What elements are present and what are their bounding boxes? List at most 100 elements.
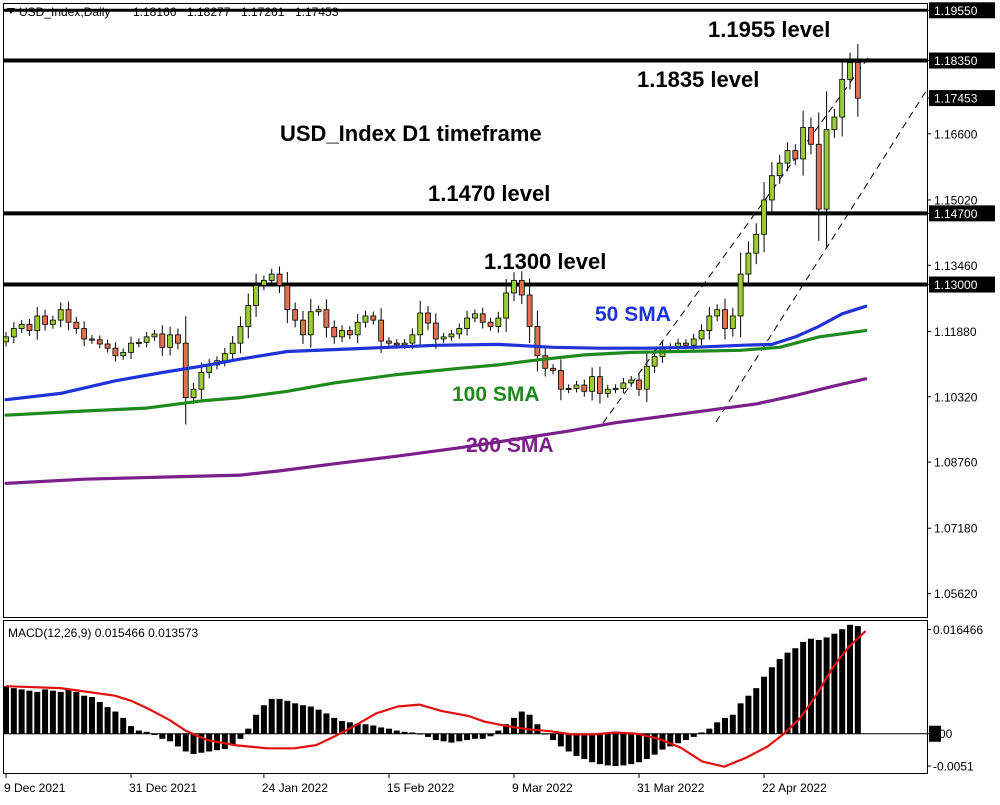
macd-histogram-bar (831, 633, 838, 734)
candle-body (784, 150, 791, 164)
candle (120, 348, 127, 360)
macd-histogram-bar (65, 689, 72, 734)
candle-body (503, 292, 510, 319)
candle (839, 59, 846, 137)
candle (737, 252, 744, 338)
macd-histogram-bar (542, 733, 549, 735)
candle (800, 110, 807, 176)
price-tick-label: 1.10320 (934, 390, 978, 404)
candle (597, 366, 603, 404)
candle (503, 279, 510, 332)
macd-histogram-bar (425, 733, 432, 737)
level-label-1-1470: 1.1470 level (428, 181, 550, 206)
candle (854, 44, 861, 117)
sma50-label: 50 SMA (595, 303, 671, 326)
candle-body (432, 322, 439, 340)
candle (49, 315, 56, 329)
macd-histogram-bar (268, 698, 275, 734)
macd-histogram-bar (57, 691, 64, 734)
macd-histogram-bar (682, 733, 689, 741)
candle-body (604, 388, 611, 394)
macd-histogram-bar (667, 733, 674, 747)
macd-histogram-bar (706, 728, 713, 734)
candle-body (573, 384, 580, 389)
candle (425, 305, 431, 331)
macd-histogram-bar (120, 717, 127, 734)
candle-body (714, 309, 721, 317)
candle (81, 321, 88, 347)
candle-body (370, 315, 377, 321)
macd-histogram-bar (784, 652, 791, 734)
candle-body (737, 273, 744, 317)
macd-histogram-bar (198, 733, 205, 753)
candle (245, 293, 252, 339)
chart-menu-arrow-icon[interactable] (7, 8, 15, 14)
macd-histogram-bar (675, 733, 682, 744)
macd-histogram-bar (135, 730, 142, 734)
macd-histogram-bar (276, 698, 283, 734)
candle-body (151, 333, 158, 338)
candle (768, 162, 775, 214)
macd-histogram-bar (596, 733, 603, 765)
macd-histogram-bar (690, 733, 697, 737)
candle-body (268, 273, 275, 281)
macd-histogram-bar (479, 733, 486, 739)
candle (128, 336, 134, 360)
macd-histogram-bar (3, 686, 9, 734)
candle-body (284, 284, 291, 311)
candle (612, 384, 619, 394)
macd-histogram-bar (854, 626, 861, 734)
candle-body (315, 309, 322, 313)
chart-symbol: USD_Index,Daily (19, 5, 110, 19)
candle-body (526, 294, 533, 327)
sma200-label: 200 SMA (466, 434, 554, 457)
candle-body (18, 323, 25, 329)
candle (831, 108, 838, 138)
macd-histogram-bar (112, 711, 119, 734)
candle (346, 326, 353, 340)
candle (18, 319, 25, 333)
macd-histogram-bar (323, 713, 330, 734)
candle-body (73, 321, 80, 329)
macd-axis: 0.016466 0.00 -0.0051 (927, 623, 983, 774)
candle-body (221, 353, 228, 362)
candle-body (362, 315, 369, 323)
macd-histogram-bar (573, 733, 580, 756)
macd-histogram-bar (518, 711, 525, 734)
macd-histogram-bar (409, 732, 416, 734)
candle (753, 223, 760, 265)
candle-body (643, 365, 650, 390)
macd-histogram-bar (753, 688, 760, 734)
candle-body (542, 355, 549, 369)
candle-body (550, 367, 556, 371)
sma50-line (4, 304, 868, 402)
macd-histogram-bar (643, 733, 650, 760)
macd-histogram-bar (636, 733, 643, 763)
macd-histogram-bar (557, 733, 564, 747)
macd-tick-label: 0.016466 (933, 623, 983, 637)
candle-body (518, 279, 525, 296)
macd-histogram-bar (456, 733, 463, 742)
macd-histogram-bar (331, 717, 338, 734)
candle-body (339, 330, 345, 338)
macd-histogram-bar (737, 703, 744, 734)
macd-histogram-bar (729, 714, 736, 734)
candle-body (706, 315, 713, 331)
candle (471, 309, 478, 323)
candle-body (581, 384, 588, 392)
candle (135, 338, 142, 348)
macd-histogram-bar (190, 733, 197, 754)
ohlc-close: 1.17453 (295, 5, 339, 19)
candle-body (823, 129, 830, 210)
candle-body (651, 356, 658, 367)
candle-body (3, 336, 9, 343)
candle-body (96, 339, 103, 345)
macd-histogram-bar (260, 705, 267, 734)
candle-body (417, 312, 424, 336)
candle-body (120, 351, 127, 357)
date-tick-label: 15 Feb 2022 (387, 781, 455, 795)
candle (331, 320, 338, 344)
candle (784, 142, 791, 172)
candle (260, 275, 267, 291)
